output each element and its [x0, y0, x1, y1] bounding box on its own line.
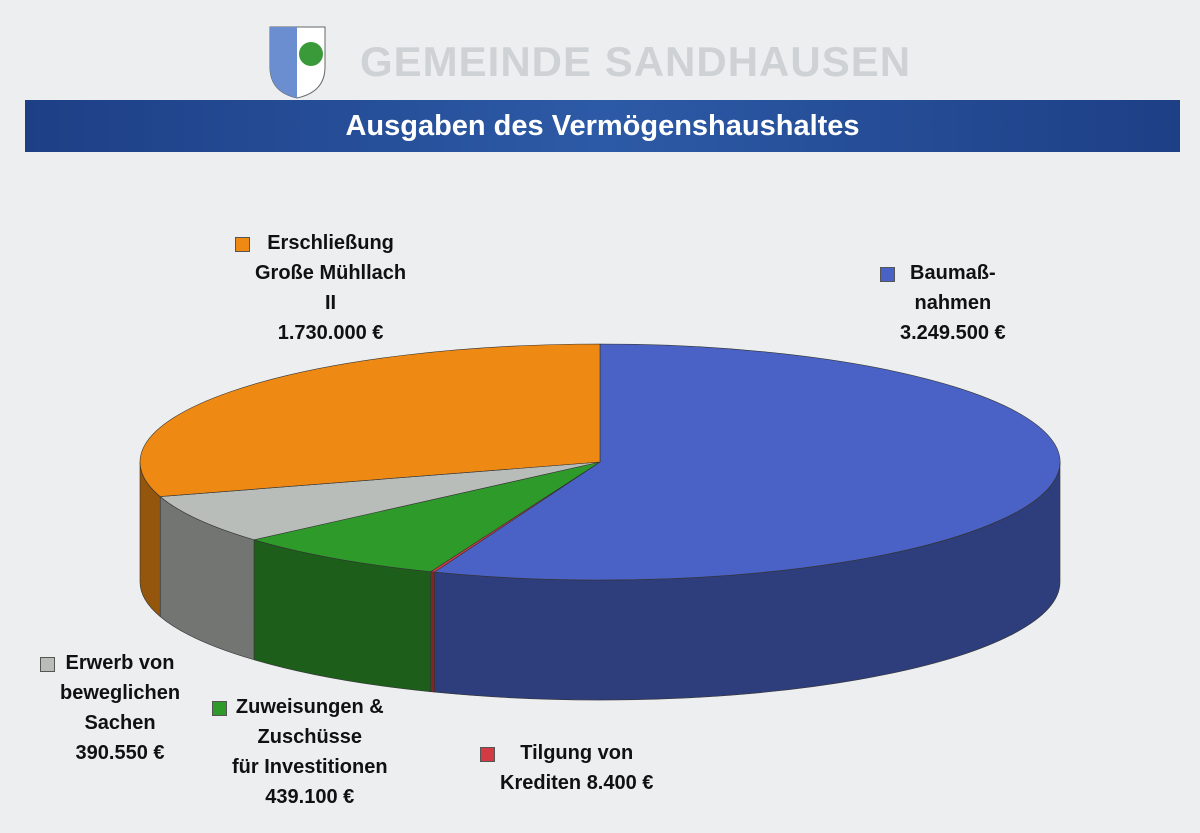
category-label: Erschließung Große Mühllach II — [255, 232, 407, 314]
legend-marker — [235, 237, 250, 252]
value-label: 1.730.000 € — [277, 322, 384, 344]
header: GEMEINDE SANDHAUSEN — [360, 38, 912, 85]
slice-label: Erschließung Große Mühllach II 1.730.000… — [255, 228, 406, 348]
legend-marker — [40, 657, 55, 672]
slice-side — [430, 571, 435, 693]
slice-label: Zuweisungen & Zuschüsse für Investitione… — [232, 692, 388, 812]
legend-marker — [880, 267, 895, 282]
value-label: 439.100 € — [265, 786, 355, 808]
slice — [252, 461, 601, 573]
slice-label: Erwerb von beweglichen Sachen 390.550 € — [60, 648, 180, 768]
slice-label: Baumaß- nahmen 3.249.500 € — [900, 258, 1006, 348]
value-label: 390.550 € — [75, 742, 165, 764]
category-label: Baumaß- nahmen — [910, 262, 996, 314]
chart-title: Ausgaben des Vermögenshaushaltes — [345, 110, 860, 142]
legend-marker — [480, 747, 495, 762]
legend-marker — [212, 701, 227, 716]
coat-of-arms — [269, 26, 326, 99]
value-label: 8.400 € — [586, 772, 654, 794]
value-label: 3.249.500 € — [900, 322, 1006, 344]
category-label: Zuweisungen & Zuschüsse für Investitione… — [232, 696, 388, 778]
category-label: Tilgung von Krediten — [500, 742, 634, 794]
slice-label: Tilgung von Krediten 8.400 € — [500, 738, 653, 798]
title-bar: Ausgaben des Vermögenshaushaltes — [25, 100, 1180, 152]
slice — [139, 343, 601, 497]
category-label: Erwerb von beweglichen Sachen — [60, 652, 181, 734]
slice — [159, 461, 601, 541]
slice — [433, 343, 1061, 581]
